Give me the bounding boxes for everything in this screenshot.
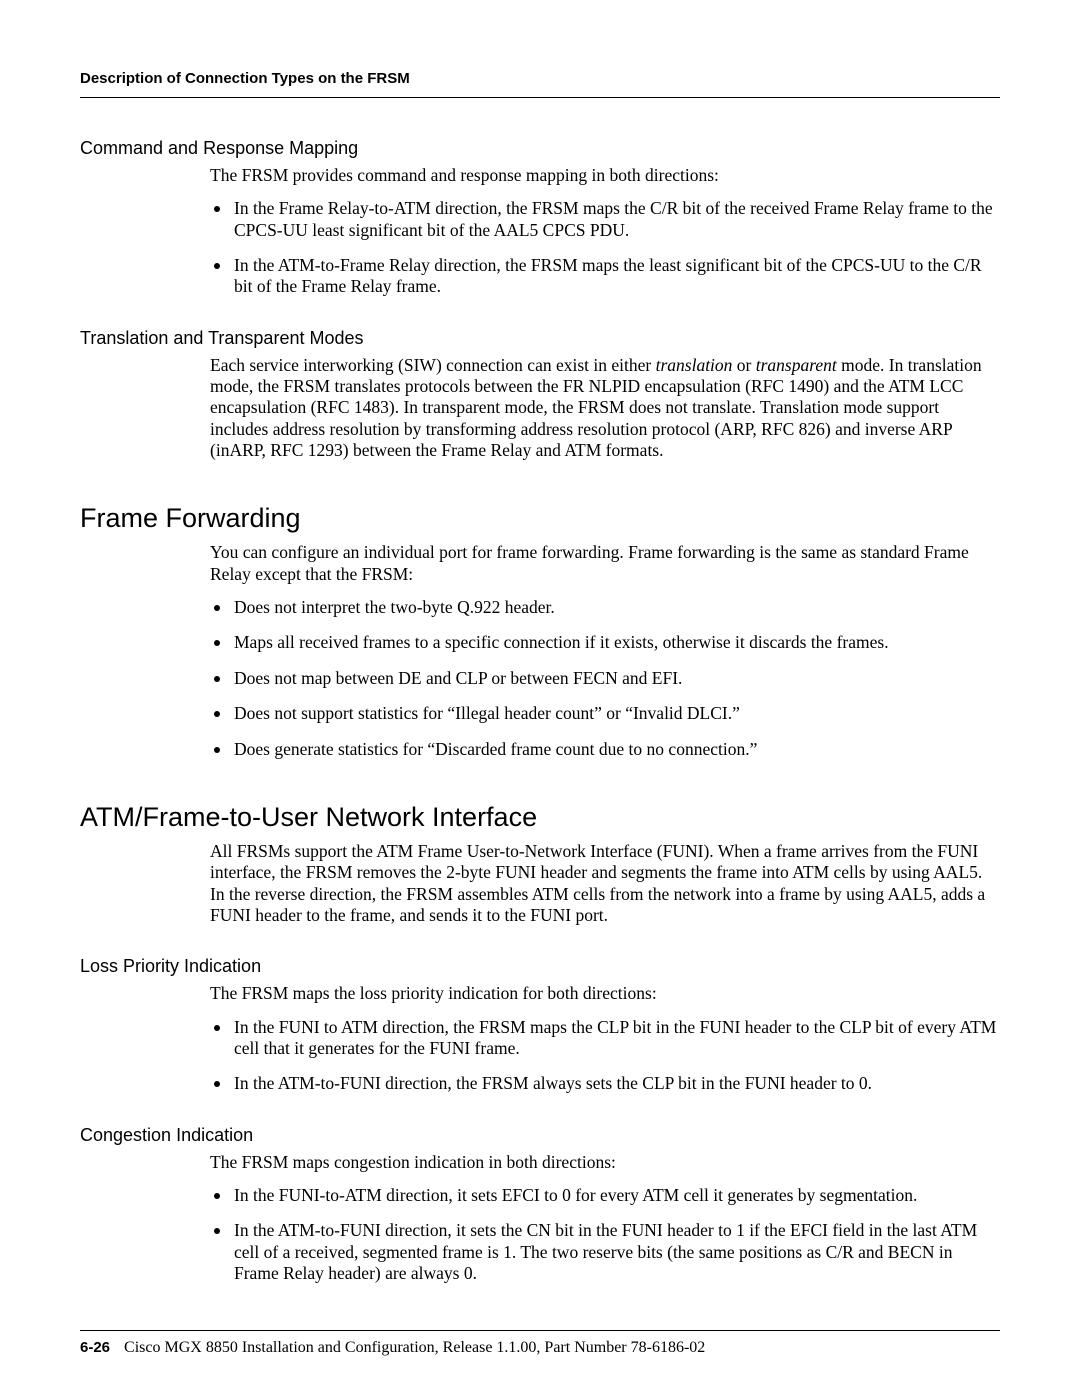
list-item: In the FUNI-to-ATM direction, it sets EF… [232, 1183, 1000, 1206]
footer-text: Cisco MGX 8850 Installation and Configur… [124, 1339, 705, 1356]
bullet-list: In the FUNI-to-ATM direction, it sets EF… [210, 1183, 1000, 1284]
paragraph: Each service interworking (SIW) connecti… [210, 355, 1000, 462]
list-item: Does not interpret the two-byte Q.922 he… [232, 595, 1000, 618]
heading-loss-priority: Loss Priority Indication [80, 956, 1000, 977]
page-number: 6-26 [80, 1339, 110, 1356]
page: Description of Connection Types on the F… [0, 0, 1080, 1397]
heading-frame-forwarding: Frame Forwarding [80, 503, 1000, 534]
heading-atm-funi: ATM/Frame-to-User Network Interface [80, 802, 1000, 833]
paragraph: The FRSM maps congestion indication in b… [210, 1152, 1000, 1173]
list-item: Maps all received frames to a specific c… [232, 630, 1000, 653]
heading-translation-modes: Translation and Transparent Modes [80, 328, 1000, 349]
text: or [732, 355, 755, 375]
header-rule [80, 97, 1000, 98]
list-item: In the ATM-to-FUNI direction, it sets th… [232, 1218, 1000, 1284]
bullet-list: Does not interpret the two-byte Q.922 he… [210, 595, 1000, 760]
list-item: In the ATM-to-FUNI direction, the FRSM a… [232, 1071, 1000, 1094]
text: Each service interworking (SIW) connecti… [210, 355, 656, 375]
paragraph: All FRSMs support the ATM Frame User-to-… [210, 841, 1000, 926]
heading-command-response: Command and Response Mapping [80, 138, 1000, 159]
paragraph: The FRSM provides command and response m… [210, 165, 1000, 186]
list-item: In the FUNI to ATM direction, the FRSM m… [232, 1015, 1000, 1060]
heading-congestion: Congestion Indication [80, 1125, 1000, 1146]
list-item: Does not support statistics for “Illegal… [232, 701, 1000, 724]
bullet-list: In the FUNI to ATM direction, the FRSM m… [210, 1015, 1000, 1095]
bullet-list: In the Frame Relay-to-ATM direction, the… [210, 196, 1000, 297]
list-item: Does not map between DE and CLP or betwe… [232, 666, 1000, 689]
footer: 6-26 Cisco MGX 8850 Installation and Conf… [80, 1330, 1000, 1357]
italic-text: transparent [756, 355, 837, 375]
list-item: In the ATM-to-Frame Relay direction, the… [232, 253, 1000, 298]
paragraph: You can configure an individual port for… [210, 542, 1000, 585]
paragraph: The FRSM maps the loss priority indicati… [210, 983, 1000, 1004]
list-item: Does generate statistics for “Discarded … [232, 737, 1000, 760]
running-header: Description of Connection Types on the F… [80, 70, 1000, 87]
italic-text: translation [656, 355, 733, 375]
list-item: In the Frame Relay-to-ATM direction, the… [232, 196, 1000, 241]
